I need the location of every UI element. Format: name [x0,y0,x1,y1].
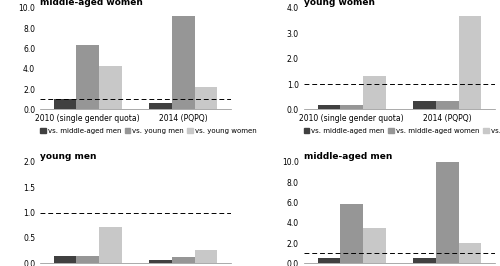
Text: middle-aged women: middle-aged women [40,0,143,7]
Bar [76,256,99,263]
Bar [436,157,458,263]
Bar [318,258,340,263]
Bar [458,16,481,110]
Legend: vs. middle-aged men, vs. young men, vs. young women: vs. middle-aged men, vs. young men, vs. … [40,128,257,134]
Text: young men: young men [40,152,96,161]
Bar [150,103,172,110]
Text: young women: young women [304,0,375,7]
Bar [363,77,386,110]
Bar [340,105,363,110]
Bar [54,256,76,263]
Text: middle-aged men: middle-aged men [304,152,392,161]
Bar [150,260,172,263]
Bar [458,243,481,263]
Bar [414,101,436,110]
Bar [436,101,458,110]
Bar [172,257,195,263]
Legend: vs. middle-aged men, vs. middle-aged women, vs. young men: vs. middle-aged men, vs. middle-aged wom… [304,128,500,134]
Bar [414,258,436,263]
Bar [99,227,122,263]
Bar [76,44,99,110]
Bar [318,105,340,110]
Bar [172,16,195,110]
Bar [99,66,122,110]
Bar [363,228,386,263]
Bar [194,87,218,110]
Bar [194,250,218,263]
Bar [340,205,363,263]
Bar [54,99,76,110]
